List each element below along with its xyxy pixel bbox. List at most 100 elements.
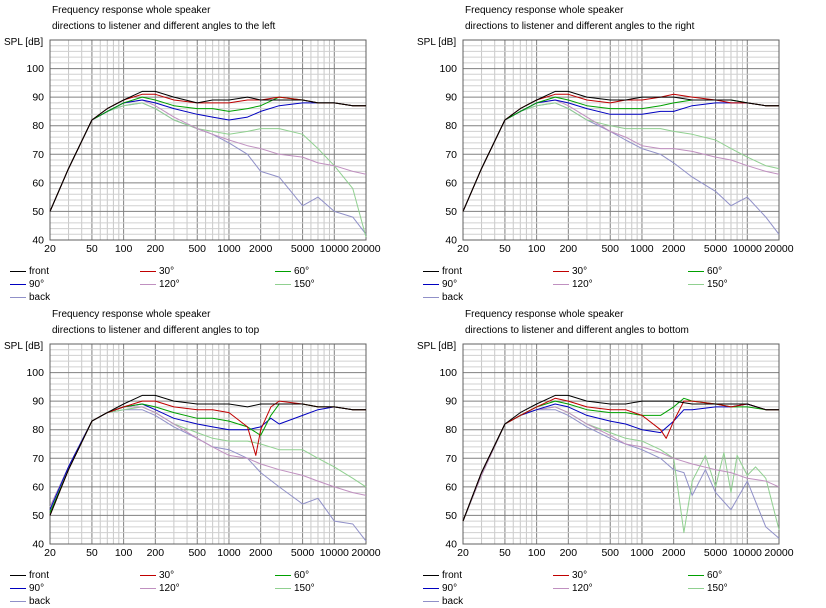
legend-swatch	[423, 271, 439, 272]
legend-swatch	[423, 284, 439, 285]
legend-item: front	[10, 570, 49, 581]
legend-item: front	[10, 266, 49, 277]
series-line-120-deg	[49, 406, 367, 508]
legend: front 30° 60° 90° 120° 150° back	[413, 564, 826, 608]
legend-label: 150°	[707, 279, 728, 290]
legend-label: front	[442, 570, 463, 581]
chart-title: Frequency response whole speaker	[465, 5, 624, 16]
legend-item: 90°	[423, 583, 457, 594]
x-tick-label: 10000	[320, 243, 349, 255]
legend-swatch	[140, 284, 156, 285]
legend-item: 120°	[553, 583, 593, 594]
x-tick-label: 200	[560, 243, 578, 255]
x-tick-label: 1000	[217, 243, 241, 255]
legend-swatch	[423, 297, 439, 298]
legend-label: 90°	[442, 583, 458, 594]
legend-item: 90°	[10, 279, 44, 290]
y-tick-label: 90	[32, 92, 44, 104]
y-tick-label: 70	[445, 453, 457, 465]
legend-label: 30°	[159, 570, 175, 581]
x-tick-label: 2000	[662, 243, 686, 255]
y-tick-label: 80	[32, 424, 44, 436]
legend-item: 30°	[553, 570, 587, 581]
legend-label: front	[442, 266, 463, 277]
legend-item: 60°	[275, 570, 309, 581]
x-tick-label: 200	[147, 547, 165, 559]
y-tick-label: 70	[32, 149, 44, 161]
legend-swatch	[10, 601, 26, 602]
y-tick-label: 80	[32, 120, 44, 132]
legend-item: 30°	[140, 266, 174, 277]
legend: front 30° 60° 90° 120° 150° back	[0, 260, 413, 304]
legend-swatch	[688, 284, 704, 285]
x-tick-label: 5000	[291, 547, 315, 559]
x-tick-label: 50	[86, 243, 98, 255]
y-tick-label: 70	[32, 453, 44, 465]
legend-swatch	[553, 575, 569, 576]
x-tick-label: 200	[147, 243, 165, 255]
legend-item: 90°	[10, 583, 44, 594]
chart-panel-right: Frequency response whole speaker directi…	[413, 0, 826, 304]
x-tick-label: 100	[115, 547, 133, 559]
series-line-back	[49, 102, 367, 235]
legend-item: front	[423, 570, 462, 581]
x-tick-label: 100	[115, 243, 133, 255]
series-line-30-deg	[462, 397, 779, 522]
plot-frame	[49, 343, 367, 545]
legend-swatch	[275, 575, 291, 576]
legend-item: 150°	[688, 583, 728, 594]
legend-swatch	[688, 271, 704, 272]
legend-item: 150°	[688, 279, 728, 290]
y-axis-label: SPL [dB]	[4, 341, 44, 352]
y-axis-label: SPL [dB]	[417, 37, 457, 48]
legend-swatch	[423, 601, 439, 602]
legend-item: 150°	[275, 583, 315, 594]
legend-item: 120°	[140, 279, 180, 290]
legend-label: back	[29, 292, 51, 303]
legend-item: back	[423, 292, 463, 303]
legend-label: back	[29, 596, 51, 607]
y-axis-label: SPL [dB]	[4, 37, 44, 48]
legend-label: front	[29, 570, 50, 581]
y-tick-label: 50	[32, 510, 44, 522]
plot-frame	[49, 39, 367, 241]
legend-label: 30°	[159, 266, 175, 277]
chart-title: Frequency response whole speaker	[52, 5, 211, 16]
chart-panel-top: Frequency response whole speaker directi…	[0, 304, 413, 608]
legend-swatch	[10, 284, 26, 285]
legend-label: 120°	[572, 583, 593, 594]
y-tick-label: 90	[445, 92, 457, 104]
chart-panel-left: Frequency response whole speaker directi…	[0, 0, 413, 304]
legend-label: 120°	[572, 279, 593, 290]
y-tick-label: 50	[445, 510, 457, 522]
x-tick-label: 10000	[733, 243, 762, 255]
legend-swatch	[423, 575, 439, 576]
legend-swatch	[688, 588, 704, 589]
x-tick-label: 10000	[733, 547, 762, 559]
x-tick-label: 20000	[351, 243, 380, 255]
legend-label: 90°	[29, 279, 45, 290]
series-line-back	[462, 409, 780, 539]
legend-swatch	[140, 271, 156, 272]
chart-subtitle: directions to listener and different ang…	[52, 325, 260, 336]
y-tick-label: 90	[32, 396, 44, 408]
y-tick-label: 40	[445, 539, 457, 551]
legend-swatch	[688, 575, 704, 576]
legend-swatch	[423, 588, 439, 589]
legend-swatch	[10, 575, 26, 576]
x-tick-label: 50	[499, 547, 511, 559]
legend-item: 90°	[423, 279, 457, 290]
x-tick-label: 20	[457, 243, 469, 255]
y-tick-label: 60	[445, 177, 457, 189]
legend-swatch	[275, 588, 291, 589]
legend-label: 120°	[159, 279, 180, 290]
series-line-90-deg	[49, 403, 366, 510]
legend-item: back	[10, 292, 50, 303]
frequency-response-plot: 40 50 60 70 80 90 100 20 50 100 200 500 1000 2000 5000…	[439, 39, 794, 255]
x-tick-label: 500	[188, 547, 206, 559]
frequency-response-plot: 40 50 60 70 80 90 100 20 50 100 200 500 1000 2000 5000…	[26, 343, 381, 559]
legend-label: 150°	[294, 279, 315, 290]
legend-label: 120°	[159, 583, 180, 594]
legend-label: 30°	[572, 266, 588, 277]
x-tick-label: 20000	[764, 243, 793, 255]
